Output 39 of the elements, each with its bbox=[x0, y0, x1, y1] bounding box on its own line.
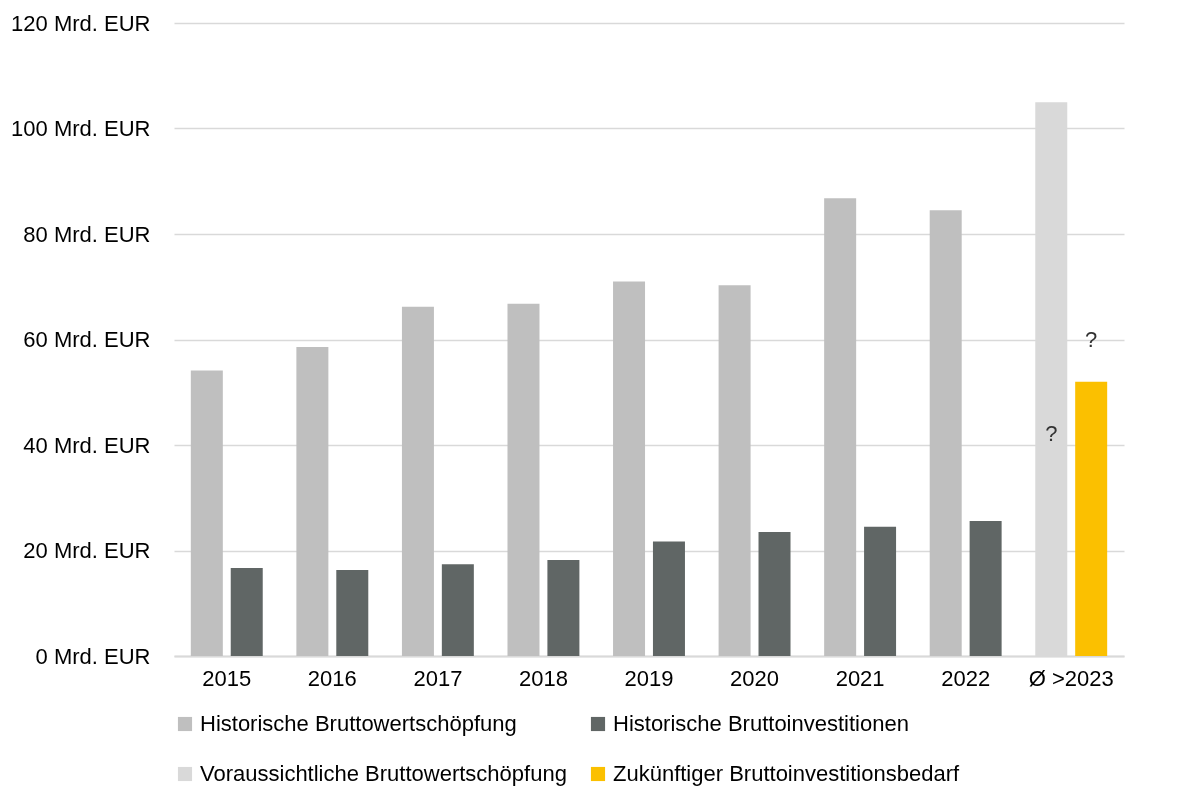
bar bbox=[613, 281, 646, 656]
bar bbox=[1075, 381, 1108, 656]
y-tick-label: 40 Mrd. EUR bbox=[23, 432, 151, 458]
bar bbox=[441, 564, 474, 656]
legend-label: Voraussichtliche Bruttowertschöpfung bbox=[200, 761, 567, 786]
bar bbox=[230, 567, 263, 656]
bar bbox=[296, 346, 329, 656]
legend-label: Historische Bruttoinvestitionen bbox=[613, 711, 909, 736]
legend-label: Historische Bruttowertschöpfung bbox=[200, 711, 517, 736]
bar bbox=[969, 520, 1002, 656]
bar bbox=[401, 306, 434, 656]
x-tick-label: 2017 bbox=[413, 665, 463, 691]
y-tick-label: 20 Mrd. EUR bbox=[23, 538, 151, 563]
y-tick-label: 60 Mrd. EUR bbox=[23, 327, 151, 352]
annotation: ? bbox=[1085, 326, 1098, 352]
bar bbox=[758, 532, 791, 656]
bar bbox=[864, 526, 897, 656]
x-tick-label: 2018 bbox=[518, 665, 568, 691]
x-tick-label: 2019 bbox=[624, 665, 674, 691]
y-tick-label: 80 Mrd. EUR bbox=[23, 221, 151, 247]
x-tick-label: 2022 bbox=[941, 665, 991, 691]
bar bbox=[507, 303, 540, 656]
x-tick-label: 2021 bbox=[835, 665, 885, 691]
x-tick-label: 2016 bbox=[307, 665, 357, 691]
y-tick-label: 0 Mrd. EUR bbox=[35, 643, 151, 669]
legend-label: Zukünftiger Bruttoinvestitionsbedarf bbox=[613, 761, 960, 786]
y-tick-label: 120 Mrd. EUR bbox=[11, 10, 151, 36]
x-tick-label: 2015 bbox=[202, 665, 252, 691]
bar bbox=[652, 541, 685, 656]
x-tick-label: 2020 bbox=[730, 665, 780, 691]
bar bbox=[336, 570, 369, 656]
annotation: ? bbox=[1045, 421, 1058, 447]
x-tick-label: Ø >2023 bbox=[1028, 665, 1114, 691]
y-tick-label: 100 Mrd. EUR bbox=[11, 116, 151, 141]
bar bbox=[547, 560, 580, 656]
bar bbox=[929, 210, 962, 656]
bar bbox=[190, 370, 223, 656]
bar bbox=[824, 198, 857, 656]
bar bbox=[718, 285, 751, 656]
